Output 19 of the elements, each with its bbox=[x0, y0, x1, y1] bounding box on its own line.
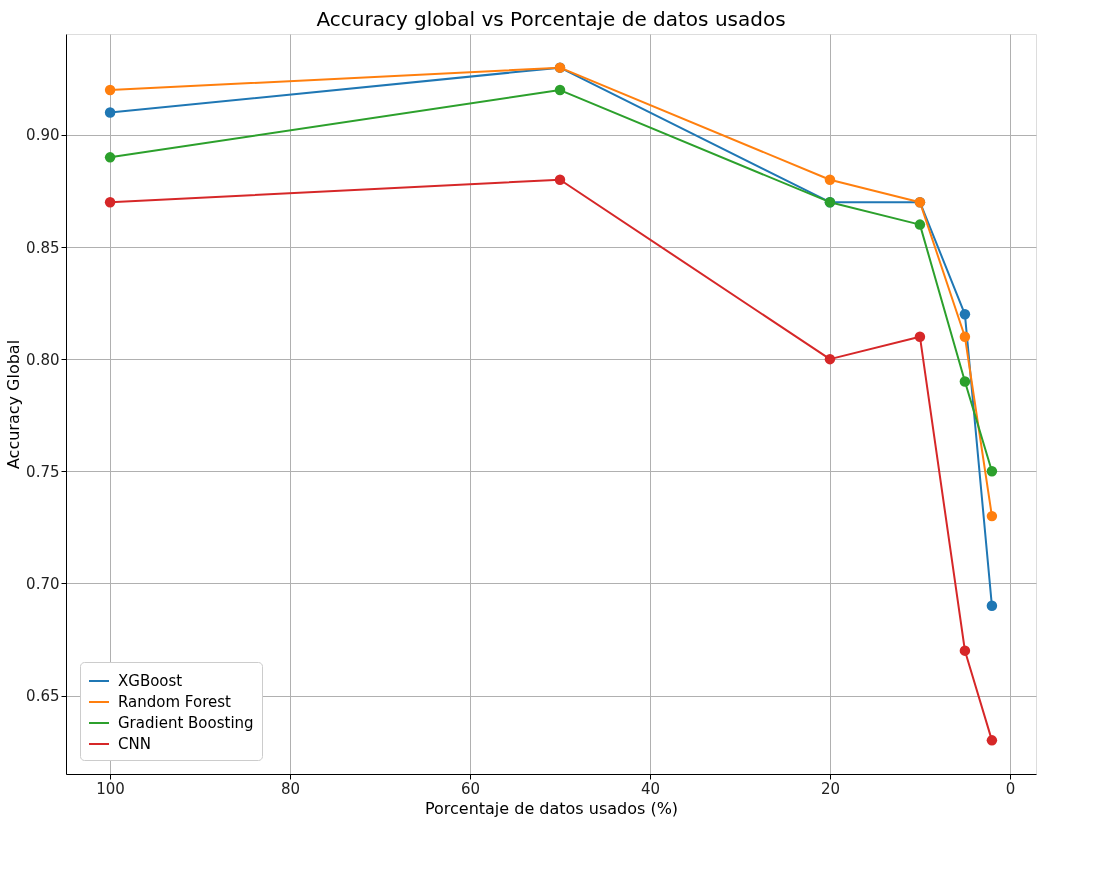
legend-label: XGBoost bbox=[118, 672, 183, 690]
y-tick-label: 0.75 bbox=[26, 462, 60, 481]
y-tick-label: 0.80 bbox=[26, 350, 60, 369]
y-tick-label: 0.90 bbox=[26, 126, 60, 145]
legend-label: Gradient Boosting bbox=[118, 714, 254, 732]
x-tick-label: 100 bbox=[96, 779, 125, 798]
legend-label: CNN bbox=[118, 735, 151, 753]
chart-title: Accuracy global vs Porcentaje de datos usados bbox=[316, 7, 786, 31]
legend-label: Random Forest bbox=[118, 693, 232, 711]
y-axis-title: Accuracy Global bbox=[4, 339, 24, 470]
x-tick-label: 0 bbox=[1005, 779, 1016, 798]
y-tick-label: 0.70 bbox=[26, 574, 60, 593]
x-tick-label: 20 bbox=[820, 779, 840, 798]
y-tick-label: 0.85 bbox=[26, 238, 60, 257]
x-axis-title: Porcentaje de datos usados (%) bbox=[424, 798, 679, 818]
x-tick-label: 40 bbox=[640, 779, 661, 798]
x-tick-label: 60 bbox=[460, 779, 481, 798]
y-tick-label: 0.65 bbox=[26, 687, 60, 706]
x-tick-label: 80 bbox=[281, 779, 301, 798]
